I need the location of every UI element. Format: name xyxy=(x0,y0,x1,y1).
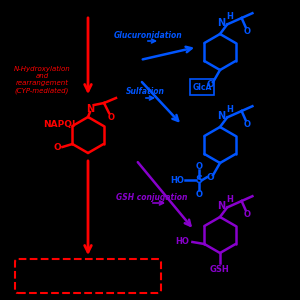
Text: O: O xyxy=(244,210,251,219)
Text: Glucuronidation: Glucuronidation xyxy=(114,31,182,40)
Text: HO: HO xyxy=(170,176,184,185)
Text: GlcA: GlcA xyxy=(192,83,212,92)
Text: H: H xyxy=(226,105,232,114)
Text: S: S xyxy=(195,175,203,185)
Text: O: O xyxy=(107,112,115,122)
Text: O: O xyxy=(206,173,214,182)
Text: N: N xyxy=(86,104,94,114)
Text: N: N xyxy=(217,201,225,212)
Text: Sulfation: Sulfation xyxy=(126,88,164,97)
Text: O: O xyxy=(244,27,251,36)
Text: O: O xyxy=(196,162,202,171)
Text: O: O xyxy=(244,120,251,129)
Text: GSH: GSH xyxy=(210,265,230,274)
Text: HO: HO xyxy=(176,236,189,245)
Text: NAPQI: NAPQI xyxy=(43,121,75,130)
Text: H: H xyxy=(226,12,232,21)
Text: GSH conjugation: GSH conjugation xyxy=(116,193,188,202)
Text: N: N xyxy=(217,18,225,28)
Text: O: O xyxy=(53,143,61,152)
Text: O: O xyxy=(206,80,214,89)
Text: O: O xyxy=(196,190,202,199)
Text: H: H xyxy=(226,195,232,204)
Text: N-Hydroxylation
and
rearrangement
(CYP-mediated): N-Hydroxylation and rearrangement (CYP-m… xyxy=(14,66,70,94)
Text: N: N xyxy=(217,111,225,122)
